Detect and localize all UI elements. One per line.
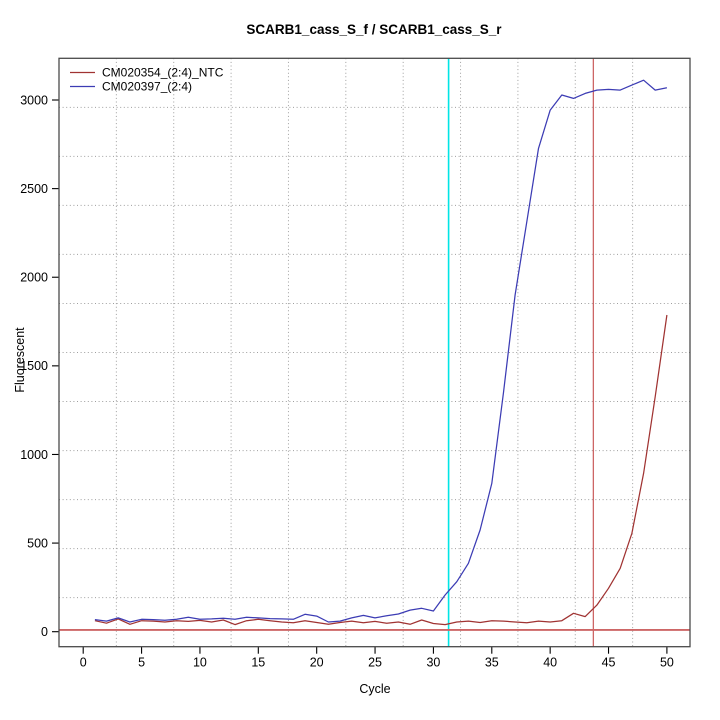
plot-border-box [58, 57, 691, 648]
y-tick-label: 2500 [20, 182, 48, 196]
y-tick-label: 1500 [20, 359, 48, 373]
x-tick-label: 25 [368, 656, 382, 670]
x-tick-label: 40 [543, 656, 557, 670]
x-tick-label: 50 [660, 656, 674, 670]
x-tick-label: 30 [426, 656, 440, 670]
x-tick-label: 45 [602, 656, 616, 670]
x-axis-title: Cycle [359, 682, 390, 696]
axes-ticks: 0 5 10 15 20 25 30 35 40 45 5005001000150020002500… [20, 93, 674, 669]
x-tick-label: 10 [193, 656, 207, 670]
legend-label-sample1: CM020354_(2:4)_NTC [102, 66, 224, 80]
series-line-CM020397_(2:4) [94, 79, 668, 623]
y-tick-label: 1000 [20, 448, 48, 462]
legend: CM020354_(2:4)_NTC CM020397_(2:4) [70, 66, 224, 94]
x-tick-label: 5 [138, 656, 145, 670]
y-tick-label: 3000 [20, 93, 48, 107]
y-tick-label: 0 [41, 625, 48, 639]
series-line-CM020354_(2:4)_NTC [94, 314, 668, 626]
x-tick-label: 35 [485, 656, 499, 670]
threshold-and-ct-lines [59, 58, 690, 647]
y-axis-title: Fluorescent [13, 327, 27, 393]
x-tick-label: 0 [80, 656, 87, 670]
dotted-gridlines [59, 58, 690, 647]
y-tick-label: 2000 [20, 271, 48, 285]
y-tick-label: 500 [27, 536, 48, 550]
x-tick-label: 15 [251, 656, 265, 670]
x-tick-label: 20 [310, 656, 324, 670]
legend-label-sample2: CM020397_(2:4) [102, 80, 192, 94]
chart-title: SCARB1_cass_S_f / SCARB1_cass_S_r [246, 22, 502, 37]
amplification-curves [94, 79, 668, 626]
